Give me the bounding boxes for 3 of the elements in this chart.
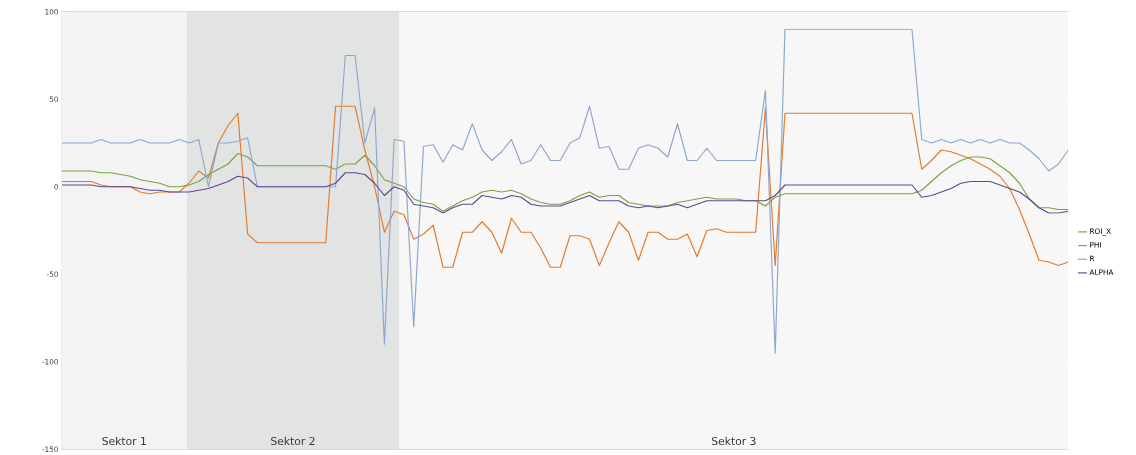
annotation: Sektor 2 bbox=[271, 436, 315, 445]
annotation: Sektor 1 bbox=[102, 436, 146, 445]
annotation: Sektor 3 bbox=[712, 436, 756, 445]
